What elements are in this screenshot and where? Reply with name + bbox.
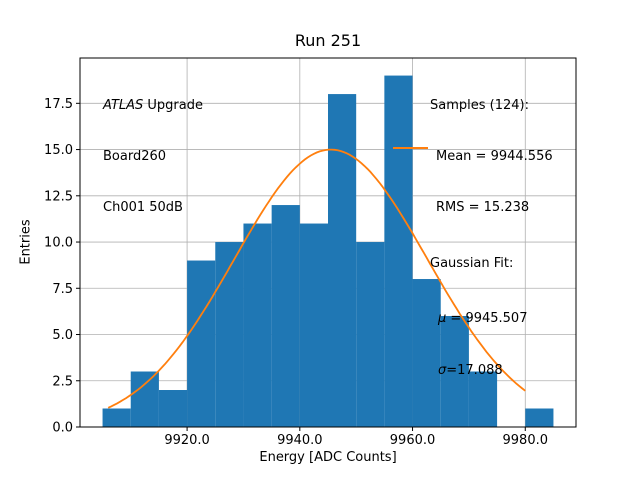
histogram-bar <box>102 408 131 427</box>
gaussian-fit-curve <box>107 148 526 409</box>
histogram-bar <box>215 242 244 427</box>
histogram-bar <box>412 279 441 427</box>
histogram-bar <box>525 408 554 427</box>
y-tick-label: 12.5 <box>44 189 73 204</box>
samples-count-line: Samples (124): <box>430 98 529 113</box>
gaussian-fit-header: Gaussian Fit: <box>430 256 514 271</box>
histogram-bar <box>384 75 413 427</box>
chart-title: Run 251 <box>294 31 362 50</box>
histogram-bar <box>440 316 469 427</box>
histogram-bar <box>243 223 272 427</box>
histogram-bar <box>356 242 385 427</box>
histogram-bar <box>328 94 357 427</box>
annotation-line-atlas: ATLAS Upgrade <box>103 97 203 114</box>
y-tick-label: 2.5 <box>52 374 73 389</box>
sigma-line: σ=17.088 <box>430 362 553 379</box>
rms-line: RMS = 15.238 <box>436 200 530 215</box>
histogram-bar <box>468 371 498 427</box>
x-tick-label: 9980.0 <box>503 433 549 448</box>
mu-line: μ = 9945.507 <box>430 310 553 327</box>
atlas-label: ATLAS <box>103 98 144 113</box>
histogram-bar <box>187 260 216 427</box>
mu-value: = 9945.507 <box>446 311 528 326</box>
x-tick-label: 9920.0 <box>164 433 210 448</box>
y-tick-label: 15.0 <box>44 143 73 158</box>
y-axis-label: Entries <box>18 219 34 265</box>
histogram-bar <box>158 390 188 427</box>
detector-info-annotation: ATLAS Upgrade Board260 Ch001 50dB <box>103 63 203 250</box>
x-axis-label: Energy [ADC Counts] <box>259 450 397 465</box>
annotation-line-channel: Ch001 50dB <box>103 200 183 215</box>
y-tick-label: 10.0 <box>44 236 73 251</box>
x-tick-label: 9940.0 <box>277 433 323 448</box>
sigma-symbol: σ <box>438 363 447 378</box>
stats-annotation: Samples (124): Mean = 9944.556 RMS = 15.… <box>430 63 553 413</box>
mu-symbol: μ <box>438 311 447 326</box>
gaussian-fit-legend-line <box>393 147 428 149</box>
annotation-line-board: Board260 <box>103 149 167 164</box>
histogram-bar <box>299 223 328 427</box>
sigma-value: =17.088 <box>446 363 503 378</box>
upgrade-label: Upgrade <box>143 98 203 113</box>
y-tick-label: 0.0 <box>52 421 73 436</box>
histogram-bar <box>271 205 300 427</box>
histogram-bar <box>130 371 159 427</box>
y-tick-label: 17.5 <box>44 97 73 112</box>
y-tick-label: 5.0 <box>52 328 73 343</box>
x-tick-label: 9960.0 <box>390 433 436 448</box>
mean-line: Mean = 9944.556 <box>436 149 553 164</box>
y-tick-label: 7.5 <box>52 282 73 297</box>
